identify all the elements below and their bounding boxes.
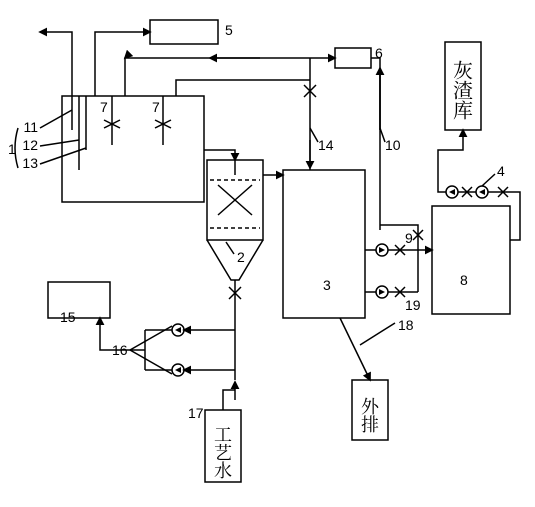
pipe-tank-to-5 bbox=[95, 32, 150, 96]
box-6 bbox=[335, 48, 371, 68]
box-8 bbox=[432, 206, 510, 314]
pipe-6-to-tank bbox=[125, 58, 335, 96]
leader-14 bbox=[310, 128, 318, 142]
label-3: 3 bbox=[323, 277, 331, 293]
label-6: 6 bbox=[375, 45, 383, 61]
label-16: 16 bbox=[112, 342, 128, 358]
leader-11 bbox=[40, 110, 72, 128]
label-2: 2 bbox=[237, 249, 245, 265]
leader-2 bbox=[226, 242, 234, 254]
label-1: 1 bbox=[8, 141, 16, 157]
box-3 bbox=[283, 170, 365, 318]
pipe-4-to-ash bbox=[438, 130, 463, 192]
label-5: 5 bbox=[225, 22, 233, 38]
pipe-tank-to-14 bbox=[176, 80, 310, 96]
label-13: 13 bbox=[22, 155, 38, 171]
pipe-tank-out-top bbox=[40, 32, 72, 96]
label-14: 14 bbox=[318, 137, 334, 153]
label-10: 10 bbox=[385, 137, 401, 153]
label-11: 11 bbox=[23, 119, 38, 135]
tank-probes bbox=[72, 96, 86, 170]
pump-19 bbox=[376, 286, 388, 298]
label-ash: 灰渣库 bbox=[449, 60, 478, 120]
label-8: 8 bbox=[460, 272, 468, 288]
pump-4a bbox=[476, 186, 488, 198]
box-5 bbox=[150, 20, 218, 44]
label-15: 15 bbox=[60, 309, 76, 325]
pump-16b bbox=[172, 364, 184, 376]
label-9: 9 bbox=[405, 230, 413, 246]
label-12: 12 bbox=[22, 137, 38, 153]
label-drain: 外排 bbox=[357, 397, 383, 433]
label-4: 4 bbox=[497, 163, 505, 179]
label-7a: 7 bbox=[100, 99, 108, 115]
leader-18 bbox=[360, 323, 395, 345]
box-15 bbox=[48, 282, 110, 318]
label-7b: 7 bbox=[152, 99, 160, 115]
pump-4b bbox=[446, 186, 458, 198]
pipe-8-out bbox=[488, 192, 520, 240]
mixer-hopper bbox=[207, 240, 263, 280]
leader-4 bbox=[482, 174, 495, 186]
pipe-10 bbox=[371, 58, 380, 130]
pump-16a bbox=[172, 324, 184, 336]
label-water: 工艺水 bbox=[210, 425, 236, 479]
pipe-17 bbox=[223, 390, 235, 410]
label-17: 17 bbox=[188, 405, 204, 421]
leader-12 bbox=[40, 140, 79, 146]
pump-9 bbox=[376, 244, 388, 256]
pipe-tank-to-mixer bbox=[204, 150, 235, 160]
mixer-impeller bbox=[218, 160, 252, 215]
label-18: 18 bbox=[398, 317, 414, 333]
pipe-18 bbox=[340, 318, 370, 380]
label-19: 19 bbox=[405, 297, 421, 313]
